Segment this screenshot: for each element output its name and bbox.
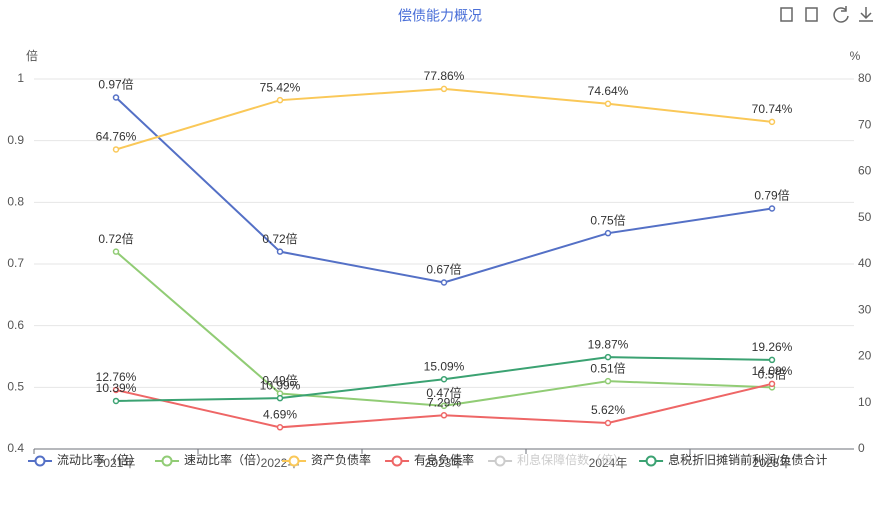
data-label: 75.42%	[260, 80, 301, 94]
legend-marker	[391, 455, 403, 467]
data-label: 12.76%	[96, 370, 137, 384]
data-label: 0.49倍	[262, 373, 297, 388]
y2-tick-label: 60	[858, 164, 872, 178]
data-label: 0.47倍	[426, 385, 461, 400]
data-point	[604, 100, 612, 108]
data-label: 0.72倍	[262, 231, 297, 246]
legend-label: 资产负债率	[311, 452, 371, 467]
y-tick-label: 1	[17, 71, 24, 85]
data-point	[276, 424, 284, 431]
data-label: 64.76%	[96, 130, 137, 144]
data-point	[768, 118, 776, 126]
x-tick-label: 2024年	[589, 456, 628, 470]
legend-marker	[494, 455, 506, 467]
y2-tick-label: 80	[858, 71, 872, 85]
y-tick-label: 0.8	[7, 195, 24, 209]
data-point	[768, 356, 776, 364]
restore-icon[interactable]	[833, 6, 849, 23]
series-line	[115, 96, 773, 284]
y2-tick-label: 50	[858, 210, 872, 224]
y2-tick-label: 0	[858, 441, 865, 455]
y-tick-label: 0.4	[7, 441, 24, 455]
data-point	[112, 146, 120, 153]
data-point	[604, 377, 612, 385]
data-point	[440, 412, 448, 419]
legend-label: 有息负债率	[414, 452, 474, 467]
x-tick-label: 2021年	[97, 456, 136, 470]
y2-tick-label: 40	[858, 256, 872, 270]
legend-marker	[288, 455, 300, 467]
legend-marker	[645, 455, 657, 467]
x-tick-label: 2023年	[425, 456, 464, 470]
data-label: 0.5倍	[758, 367, 787, 382]
data-point	[440, 279, 448, 286]
data-point	[768, 380, 776, 388]
data-label: 0.67倍	[426, 262, 461, 277]
data-label: 15.09%	[424, 359, 465, 373]
data-label: 74.64%	[588, 84, 629, 98]
chart-title: 偿债能力概况	[398, 8, 482, 24]
y2-tick-label: 30	[858, 302, 872, 316]
y-tick-label: 0.5	[7, 380, 24, 394]
legend-label: 速动比率（倍）	[184, 452, 268, 467]
data-point	[112, 386, 120, 394]
y2-tick-label: 20	[858, 349, 872, 363]
y2-tick-label: 70	[858, 117, 872, 131]
y2-axis-label: %	[850, 49, 861, 63]
y-tick-label: 0.6	[7, 318, 24, 332]
data-label: 10.39%	[96, 381, 137, 395]
download-icon[interactable]	[859, 7, 873, 22]
data-point	[604, 419, 612, 427]
save-icon[interactable]	[780, 7, 793, 22]
data-label: 19.26%	[752, 340, 793, 354]
data-point	[112, 397, 120, 405]
data-label: 19.87%	[588, 337, 629, 351]
legend-label: 利息保障倍数（倍）	[517, 452, 625, 467]
data-label: 14.09%	[752, 364, 793, 378]
data-point	[112, 248, 120, 255]
toolbar	[780, 6, 873, 23]
data-label: 10.99%	[260, 378, 301, 392]
data-label: 4.69%	[263, 407, 297, 421]
legend-label: 流动比率（倍）	[57, 452, 141, 467]
data-label: 70.74%	[752, 102, 793, 116]
data-label: 0.79倍	[754, 188, 789, 203]
data-label: 0.72倍	[98, 231, 133, 246]
data-point	[276, 394, 284, 402]
data-point	[440, 85, 448, 93]
data-point	[276, 96, 284, 104]
y2-tick-label: 10	[858, 395, 872, 409]
data-point	[604, 353, 612, 361]
y-tick-label: 0.7	[7, 256, 24, 270]
data-point	[112, 94, 120, 101]
data-point	[440, 375, 448, 383]
data-label: 5.62%	[591, 403, 625, 417]
data-label: 77.86%	[424, 69, 465, 83]
data-view-icon[interactable]	[805, 7, 818, 22]
legend-marker	[34, 455, 46, 467]
legend-marker	[161, 455, 173, 467]
data-point	[768, 205, 776, 212]
data-label: 0.51倍	[590, 360, 625, 375]
legend-label: 息税折旧摊销前利润/负债合计	[668, 452, 827, 467]
y-tick-label: 0.9	[7, 133, 24, 147]
x-tick-label: 2025年	[753, 456, 792, 470]
data-point	[440, 402, 448, 410]
data-label: 0.75倍	[590, 212, 625, 227]
data-label: 0.97倍	[98, 77, 133, 92]
y-axis-label: 倍	[26, 48, 38, 63]
data-point	[604, 229, 612, 237]
data-label: 7.29%	[427, 395, 461, 409]
data-point	[276, 248, 284, 255]
